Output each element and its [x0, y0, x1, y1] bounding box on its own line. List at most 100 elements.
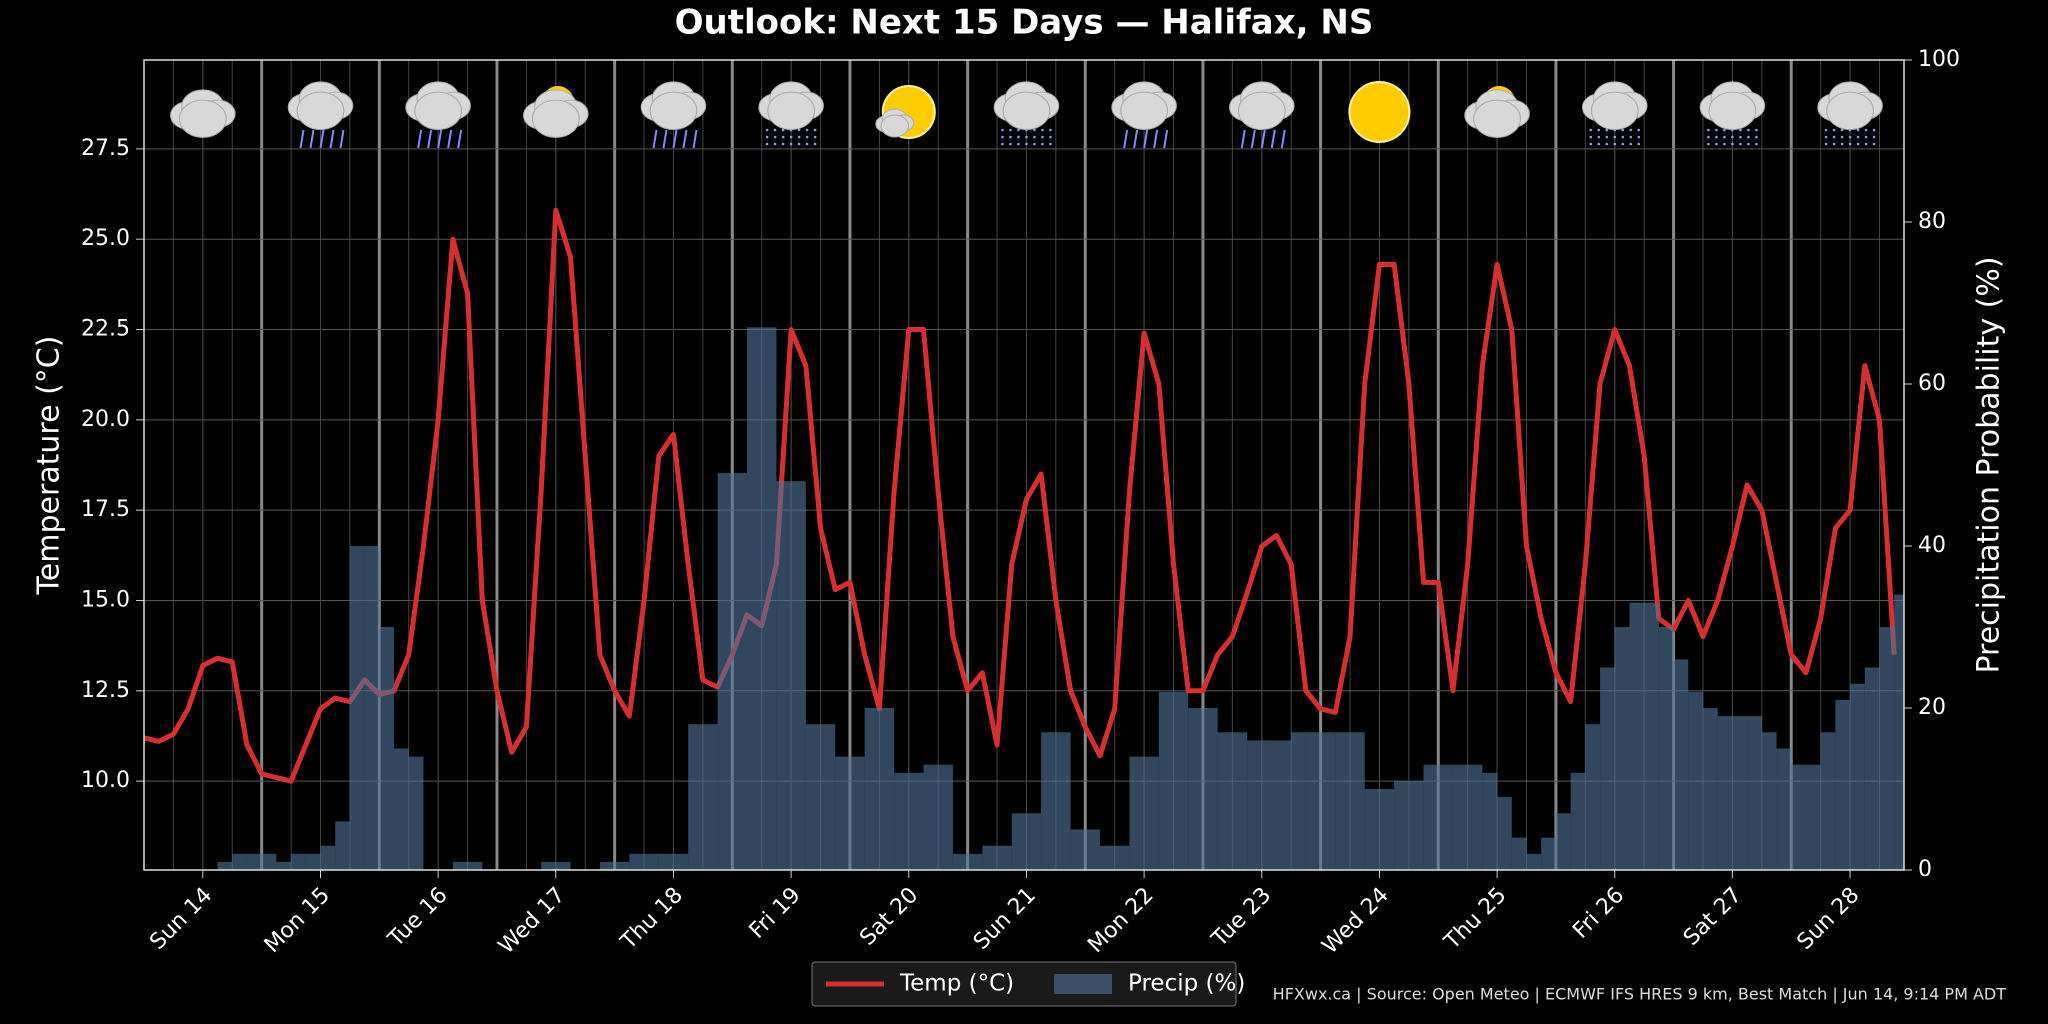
rain-drop: [1270, 129, 1276, 149]
rain-drop: [427, 129, 433, 149]
precip-bar: [1614, 627, 1630, 870]
drizzle-dot: [1025, 142, 1028, 146]
precip-bar: [408, 756, 424, 870]
precip-bar: [1188, 708, 1203, 870]
y-axis-label: Temperature (°C): [32, 336, 67, 596]
source-note: HFXwx.ca | Source: Open Meteo | ECMWF IF…: [1273, 985, 2007, 1004]
drizzle-dot: [1731, 142, 1734, 146]
precip-bar: [1526, 853, 1542, 870]
y-tick-label: 12.5: [81, 678, 130, 703]
rain-drop: [1260, 129, 1266, 149]
drizzle-dot: [1824, 128, 1828, 132]
precip-bar: [291, 853, 306, 870]
precip-bar: [1158, 691, 1174, 870]
rain-drop: [682, 129, 688, 149]
precip-bar: [1776, 748, 1792, 870]
precip-bar: [1732, 716, 1748, 870]
precip-bar: [599, 861, 615, 870]
precip-bar: [1438, 764, 1453, 870]
drizzle-dot: [1872, 135, 1876, 139]
precip-bar: [541, 861, 556, 870]
precip-bar: [320, 845, 336, 870]
legend-label: Precip (%): [1128, 971, 1245, 997]
rain-drop: [1153, 129, 1159, 149]
precip-bar: [1291, 732, 1306, 870]
drizzle-dot: [797, 128, 801, 132]
rain-drop: [417, 129, 423, 149]
sun: [1348, 81, 1411, 143]
rain-drop: [1240, 129, 1246, 149]
precip-bar: [1570, 772, 1586, 870]
drizzle-dot: [781, 142, 785, 146]
drizzle-dot: [813, 135, 817, 139]
precip-bar: [982, 845, 998, 870]
precip-bar: [658, 853, 674, 870]
drizzle-dot: [1589, 142, 1593, 146]
drizzle-dot: [1715, 135, 1718, 139]
precip-bar: [1747, 716, 1762, 870]
drizzle-dot: [1832, 135, 1836, 139]
weather-icon: [993, 81, 1060, 146]
drizzle-dot: [1747, 128, 1750, 132]
y-tick-label: 25.0: [81, 226, 130, 251]
precip-bar: [1820, 732, 1836, 870]
drizzle-dot: [1840, 142, 1844, 146]
cloud-puff: [1002, 91, 1051, 131]
drizzle-dot: [1824, 135, 1828, 139]
precip-bar: [1864, 667, 1880, 870]
precip-bar: [849, 756, 865, 870]
drizzle-dot: [765, 142, 769, 146]
drizzle-dot: [1597, 128, 1601, 132]
rain-drop: [299, 129, 305, 149]
drizzle-dot: [773, 142, 777, 146]
precip-bar: [261, 853, 277, 870]
drizzle-dot: [1707, 142, 1710, 146]
drizzle-dot: [781, 128, 785, 132]
cloud-puff: [531, 99, 580, 139]
drizzle-dot: [1637, 128, 1641, 132]
drizzle-dot: [1864, 128, 1868, 132]
legend-swatch: [1054, 974, 1112, 994]
precip-bar: [923, 764, 939, 870]
precip-bar: [217, 861, 233, 870]
precip-bar: [1232, 732, 1248, 870]
legend: Temp (°C) Precip (%): [811, 961, 1245, 1007]
drizzle-dot: [1041, 128, 1044, 132]
precip-bar: [1791, 764, 1806, 870]
weather-icon: [1581, 81, 1648, 146]
precip-bar: [1247, 740, 1262, 870]
precip-bar: [467, 861, 483, 870]
precip-bar: [629, 853, 645, 870]
drizzle-dot: [1589, 128, 1593, 132]
drizzle-dot: [773, 135, 777, 139]
precip-bar: [1894, 594, 1904, 870]
rain-drop: [1143, 129, 1149, 149]
precip-bar: [364, 546, 380, 870]
precip-bar: [1408, 780, 1424, 870]
drizzle-dot: [1864, 135, 1868, 139]
precip-bar: [688, 724, 703, 870]
cloud-puff: [767, 91, 816, 131]
precip-bar: [644, 853, 659, 870]
precip-bar: [1070, 829, 1086, 870]
drizzle-dot: [1017, 128, 1020, 132]
drizzle-dot: [805, 142, 809, 146]
rain-drop: [1280, 129, 1286, 149]
precip-bar: [1099, 845, 1115, 870]
rain-drop: [457, 129, 463, 149]
drizzle-dot: [1715, 142, 1718, 146]
precip-bar: [1717, 716, 1733, 870]
cloud-puff: [649, 91, 698, 131]
drizzle-dot: [1723, 128, 1726, 132]
precip-bar: [232, 853, 247, 870]
drizzle-dot: [1872, 142, 1876, 146]
rain-drop: [1123, 129, 1129, 149]
weather-icon: [1699, 81, 1766, 146]
precip-bar: [1041, 732, 1056, 870]
precip-bar: [1805, 764, 1821, 870]
precip-bar: [952, 853, 968, 870]
drizzle-dot: [1629, 128, 1633, 132]
drizzle-dot: [1856, 135, 1860, 139]
precip-bar: [1011, 813, 1027, 870]
drizzle-dot: [813, 128, 817, 132]
